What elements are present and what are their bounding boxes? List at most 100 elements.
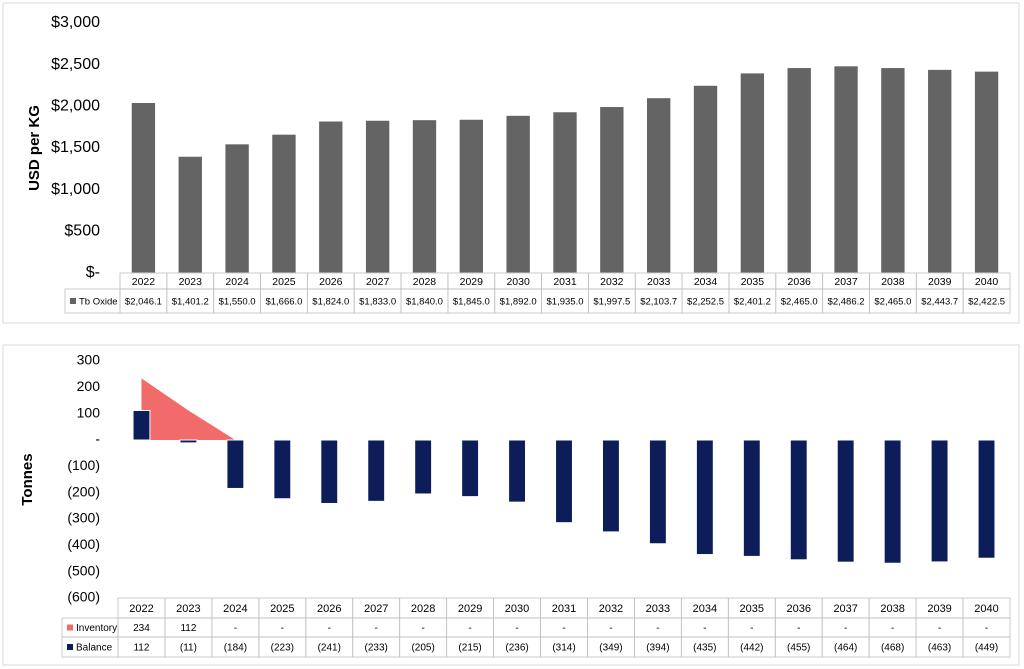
data-label: -: [375, 623, 378, 634]
y-tick-label: (600): [67, 589, 100, 605]
data-label: $1,833.0: [359, 297, 396, 308]
bar: [177, 155, 203, 274]
legend-swatch: [67, 644, 73, 650]
x-tick-label: 2036: [786, 603, 810, 615]
data-label: $1,666.0: [265, 297, 302, 308]
bar: [552, 111, 578, 274]
data-label: -: [281, 623, 284, 634]
data-label: (455): [787, 643, 810, 654]
x-tick-label: 2038: [880, 603, 904, 615]
data-label: $2,443.7: [921, 297, 958, 308]
data-label: (236): [505, 643, 528, 654]
bar: [930, 439, 949, 563]
x-tick-label: 2034: [693, 603, 717, 615]
data-label: -: [656, 623, 659, 634]
bar: [555, 439, 573, 524]
y-tick-label: 300: [77, 352, 101, 368]
bar: [883, 439, 902, 564]
x-tick-label: 2036: [788, 276, 812, 288]
data-label: -: [234, 623, 237, 634]
data-label: -: [468, 623, 471, 634]
data-label: $1,845.0: [453, 297, 490, 308]
data-label: 234: [133, 623, 150, 634]
x-tick-label: 2026: [317, 603, 341, 615]
x-tick-label: 2040: [975, 276, 999, 288]
data-label: $2,401.2: [734, 297, 771, 308]
bar: [505, 114, 531, 274]
y-tick-label: (100): [67, 457, 100, 473]
data-label: $2,486.2: [828, 297, 865, 308]
bar: [648, 439, 667, 545]
y-tick-label: 100: [77, 404, 101, 420]
x-tick-label: 2027: [366, 276, 390, 288]
x-tick-label: 2034: [694, 276, 718, 288]
x-tick-label: 2035: [741, 276, 765, 288]
x-tick-label: 2037: [834, 276, 858, 288]
data-label: 112: [180, 623, 196, 634]
x-tick-label: 2023: [176, 603, 200, 615]
y-tick-label: $2,000: [51, 98, 100, 115]
bar: [508, 439, 527, 503]
x-tick-label: 2038: [881, 276, 905, 288]
y-tick-label: $500: [64, 223, 100, 240]
x-tick-label: 2024: [223, 603, 247, 615]
bar: [599, 106, 625, 274]
bar: [318, 120, 344, 274]
data-label: -: [844, 623, 847, 634]
y-tick-label: (200): [67, 483, 100, 499]
y-tick-label: $1,500: [51, 139, 100, 156]
data-label: -: [938, 623, 941, 634]
x-tick-label: 2037: [833, 603, 857, 615]
x-tick-label: 2024: [225, 276, 249, 288]
bar: [786, 67, 812, 274]
bar: [364, 119, 391, 274]
data-label: (435): [693, 643, 716, 654]
y-tick-label: (300): [67, 510, 100, 526]
data-label: $1,935.0: [547, 297, 584, 308]
y-tick-label: (400): [67, 536, 100, 552]
y-tick-label: $-: [86, 264, 100, 281]
x-tick-label: 2029: [458, 603, 482, 615]
data-label: $2,252.5: [687, 297, 724, 308]
x-tick-label: 2032: [600, 276, 624, 288]
bar: [977, 439, 996, 559]
bar: [461, 439, 480, 498]
x-tick-label: 2025: [272, 276, 296, 288]
data-label: -: [328, 623, 331, 634]
bar: [973, 70, 1000, 274]
legend-label: Inventory: [76, 623, 117, 634]
data-label: $1,401.2: [172, 297, 209, 308]
data-label: (442): [740, 643, 763, 654]
data-label: (205): [411, 643, 434, 654]
data-label: (233): [365, 643, 388, 654]
data-label: $1,997.5: [593, 297, 630, 308]
bar: [836, 439, 855, 563]
x-tick-label: 2032: [599, 603, 623, 615]
data-label: 112: [133, 643, 149, 654]
data-label: $1,550.0: [219, 297, 256, 308]
data-label: $1,892.0: [500, 297, 537, 308]
bar: [130, 101, 157, 274]
bar: [601, 439, 620, 533]
x-tick-label: 2033: [646, 603, 670, 615]
data-label: -: [750, 623, 753, 634]
x-tick-label: 2030: [505, 603, 529, 615]
data-label: -: [515, 623, 518, 634]
bar: [739, 72, 766, 274]
x-tick-label: 2027: [364, 603, 388, 615]
x-tick-label: 2028: [413, 276, 437, 288]
bar: [367, 439, 386, 502]
bar: [132, 410, 151, 441]
bar: [458, 118, 484, 274]
y-tick-label: 200: [77, 378, 101, 394]
bar: [414, 439, 433, 495]
data-label: $2,465.0: [874, 297, 911, 308]
data-label: $1,840.0: [406, 297, 443, 308]
y-tick-label: $2,500: [51, 56, 100, 73]
x-tick-label: 2030: [506, 276, 530, 288]
data-label: -: [609, 623, 612, 634]
y-tick-label: (500): [67, 562, 100, 578]
bar: [271, 133, 297, 274]
x-tick-label: 2028: [411, 603, 435, 615]
